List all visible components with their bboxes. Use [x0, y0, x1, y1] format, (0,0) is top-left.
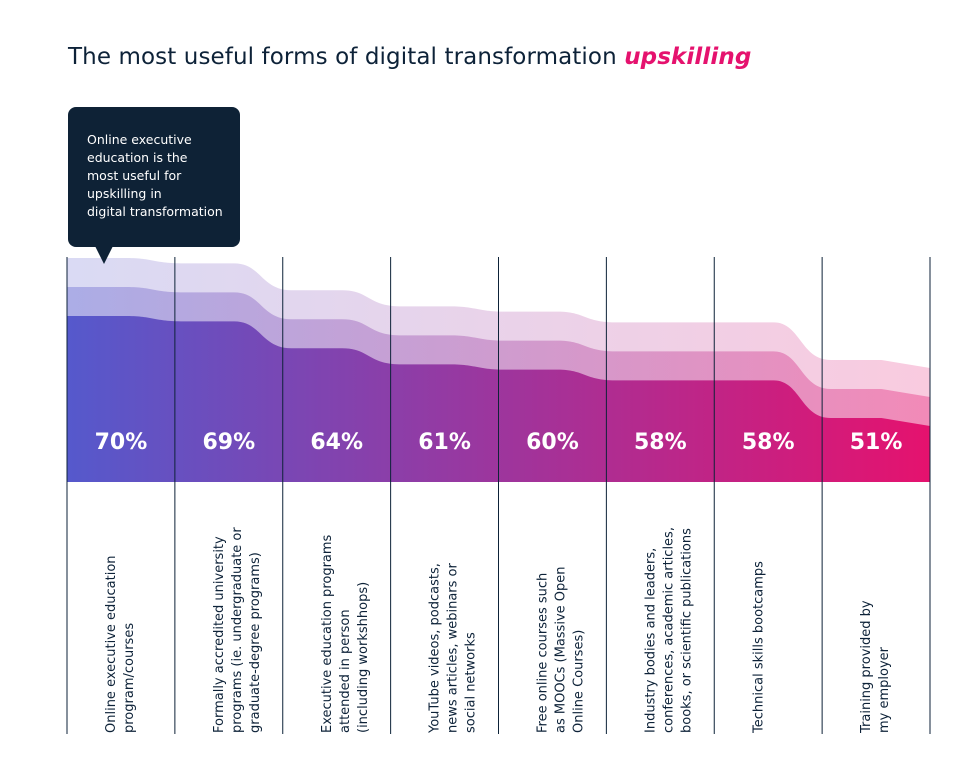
category-label-line: books, or scientific publications [679, 528, 694, 733]
title-highlight: upskilling [624, 44, 752, 70]
category-label: Technical skills bootcamps [751, 561, 766, 734]
category-label-line: (including workshhops) [356, 582, 371, 733]
category-label-line: my employer [877, 646, 892, 733]
callout-box: Online executive education is the most u… [68, 107, 240, 247]
category-label-line: social networks [464, 632, 479, 733]
category-label-line: program/courses [122, 623, 137, 733]
callout-line: most useful for [87, 168, 182, 183]
category-label: YouTube videos, podcasts, news articles, … [428, 563, 479, 734]
value-label: 69% [202, 430, 255, 455]
callout-pointer [95, 246, 113, 264]
category-label-line: Online Courses) [572, 630, 587, 733]
category-label: Training provided by my employer [859, 600, 892, 734]
category-label-line: programs (ie. undergraduate or [230, 527, 245, 733]
callout-line: Online executive [87, 132, 192, 147]
column-dividers [66, 257, 931, 734]
category-label-line: conferences, academic articles, [661, 527, 676, 733]
category-label: Free online courses such as MOOCs (Massiv… [536, 567, 587, 734]
category-label-line: graduate-degree programs) [248, 552, 263, 733]
value-label: 58% [742, 430, 795, 455]
callout-line: digital transformation [87, 204, 223, 219]
category-label-line: YouTube videos, podcasts, [428, 563, 443, 734]
category-label-line: Technical skills bootcamps [751, 561, 766, 734]
category-label-line: Formally accredited university [212, 536, 227, 733]
category-label: Executive education programs attended in … [320, 534, 371, 733]
callout-line: education is the [87, 150, 188, 165]
callout-line: upskilling in [87, 186, 162, 201]
value-labels: 70% 69% 64% 61% 60% 58% 58% 51% [95, 430, 903, 455]
value-label: 61% [418, 430, 471, 455]
category-label-line: news articles, webinars or [446, 563, 461, 733]
chart-title: The most useful forms of digital transfo… [68, 44, 751, 70]
category-label: Online executive education program/course… [104, 555, 137, 733]
category-label-line: Online executive education [104, 555, 119, 733]
category-label-line: Free online courses such [536, 573, 551, 733]
value-label: 60% [526, 430, 579, 455]
category-labels: Online executive education program/course… [104, 527, 892, 734]
category-label-line: as MOOCs (Massive Open [554, 567, 569, 734]
title-main: The most useful forms of digital transfo… [68, 44, 617, 70]
category-label-line: Training provided by [859, 600, 874, 734]
category-label-line: Industry bodies and leaders, [643, 548, 658, 733]
category-label: Industry bodies and leaders, conferences,… [643, 527, 694, 733]
value-label: 58% [634, 430, 687, 455]
category-label: Formally accredited university programs (… [212, 527, 263, 733]
value-label: 64% [310, 430, 363, 455]
value-label: 51% [850, 430, 903, 455]
category-label-line: attended in person [338, 609, 353, 733]
category-label-line: Executive education programs [320, 534, 335, 733]
value-label: 70% [95, 430, 148, 455]
